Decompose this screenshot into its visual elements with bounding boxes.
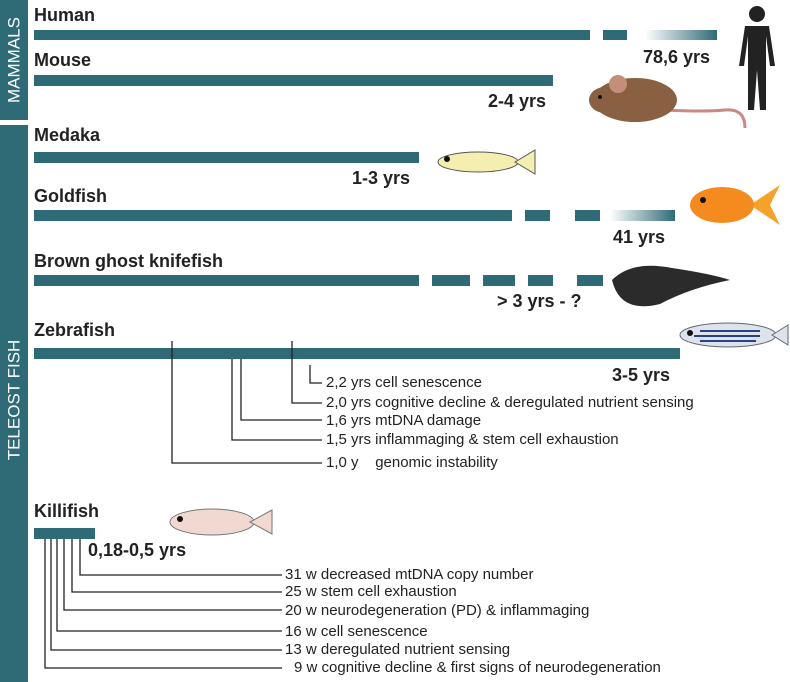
mouse-icon — [589, 75, 747, 129]
lifespan: 2-4 yrs — [488, 91, 546, 111]
event: 16 w cell senescence — [285, 623, 428, 640]
species-name: Killifish — [34, 501, 99, 521]
lifespan-dash — [575, 210, 600, 221]
knifefish-icon — [612, 265, 730, 307]
lifespan-bar — [34, 210, 512, 221]
fish-band — [0, 125, 28, 682]
mammals-band — [0, 0, 28, 120]
lifespan-bar — [34, 30, 590, 40]
lifespan-dash — [577, 275, 603, 286]
event: 2,2 yrs cell senescence — [326, 374, 482, 391]
lifespan: 41 yrs — [613, 227, 665, 247]
species-name: Goldfish — [34, 186, 107, 206]
lifespan-dash — [603, 30, 627, 40]
lifespan-fade — [610, 210, 675, 221]
lifespan-bar — [34, 75, 553, 86]
lifespan-dash — [525, 210, 550, 221]
species-name: Mouse — [34, 50, 91, 70]
lifespan-fade — [645, 30, 717, 40]
lifespan: 0,18-0,5 yrs — [88, 540, 186, 560]
lifespan-bar — [34, 528, 95, 539]
group-label: TELEOST FISH — [4, 340, 23, 461]
lifespan-bar — [34, 348, 680, 359]
lifespan: 1-3 yrs — [352, 168, 410, 188]
zebrafish-icon — [679, 322, 789, 348]
species-name: Zebrafish — [34, 320, 115, 340]
event: 1,6 yrs mtDNA damage — [326, 412, 481, 429]
medaka-icon — [437, 149, 536, 175]
species-name: Brown ghost knifefish — [34, 251, 223, 271]
event: 1,0 y genomic instability — [326, 454, 498, 471]
event: 25 w stem cell exhaustion — [285, 583, 457, 600]
event: 9 w cognitive decline & first signs of n… — [294, 659, 661, 676]
lifespan: > 3 yrs - ? — [497, 291, 582, 311]
human-icon — [739, 6, 775, 110]
lifespan-bar — [34, 275, 419, 286]
killifish-connectors — [44, 539, 282, 669]
lifespan-dash — [528, 275, 553, 286]
goldfish-icon — [690, 185, 780, 225]
lifespan-bar — [34, 152, 419, 163]
species-name: Medaka — [34, 125, 101, 145]
event: 31 w decreased mtDNA copy number — [285, 566, 533, 583]
event: 1,5 yrs inflammaging & stem cell exhaust… — [326, 431, 619, 448]
event: 2,0 yrs cognitive decline & deregulated … — [326, 394, 694, 411]
lifespan-dash — [483, 275, 515, 286]
event: 13 w deregulated nutrient sensing — [285, 641, 510, 658]
group-label: MAMMALS — [4, 17, 23, 103]
killifish-icon — [169, 508, 273, 536]
event: 20 w neurodegeneration (PD) & inflammagi… — [285, 602, 589, 619]
lifespan: 3-5 yrs — [612, 365, 670, 385]
zebrafish-connectors — [171, 341, 322, 464]
species-name: Human — [34, 5, 95, 25]
lifespan: 78,6 yrs — [643, 47, 710, 67]
lifespan-dash — [432, 275, 470, 286]
group-bars: MAMMALS TELEOST FISH — [0, 0, 28, 682]
